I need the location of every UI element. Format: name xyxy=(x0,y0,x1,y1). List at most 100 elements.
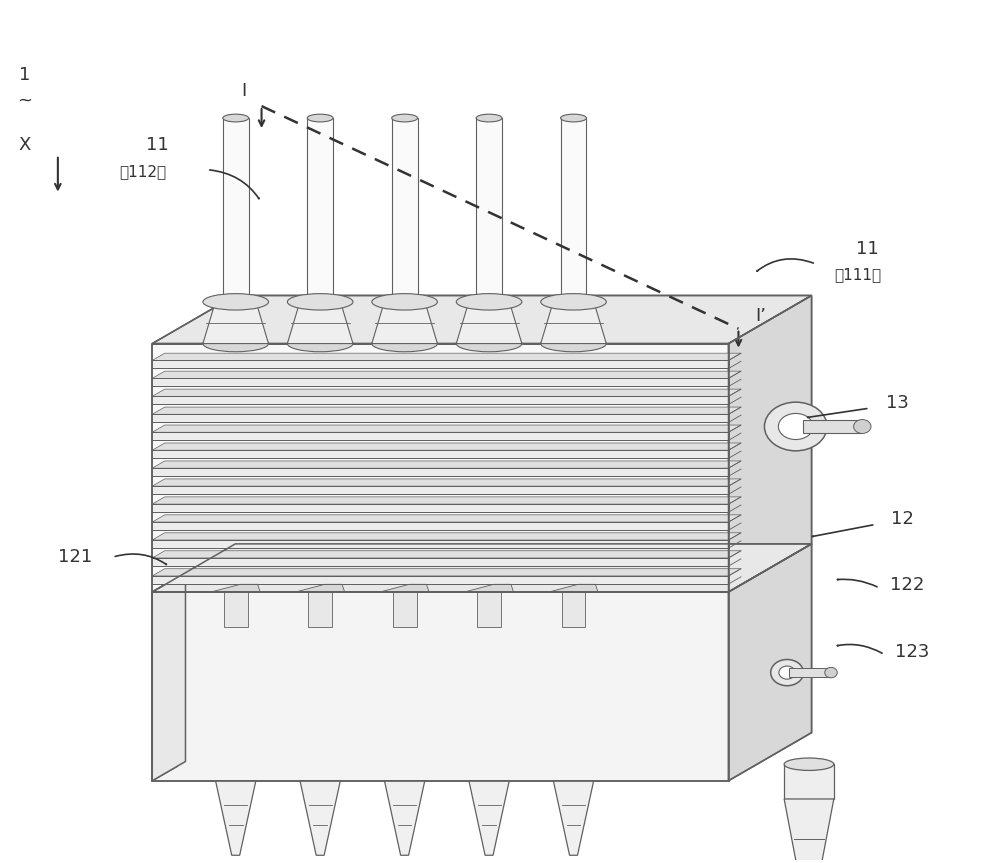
Polygon shape xyxy=(372,302,437,343)
Polygon shape xyxy=(152,461,741,468)
Polygon shape xyxy=(152,425,741,432)
Ellipse shape xyxy=(825,667,837,677)
Polygon shape xyxy=(152,592,729,781)
Polygon shape xyxy=(562,592,585,627)
Polygon shape xyxy=(541,302,606,343)
Ellipse shape xyxy=(561,114,586,122)
Ellipse shape xyxy=(779,666,795,679)
Polygon shape xyxy=(561,118,586,305)
Polygon shape xyxy=(380,584,429,592)
Text: 122: 122 xyxy=(890,576,925,594)
Polygon shape xyxy=(469,781,509,855)
Text: 123: 123 xyxy=(895,643,930,660)
Polygon shape xyxy=(476,118,502,305)
FancyArrowPatch shape xyxy=(837,645,882,653)
Polygon shape xyxy=(152,540,729,548)
Polygon shape xyxy=(152,295,812,343)
Polygon shape xyxy=(152,389,741,396)
Polygon shape xyxy=(152,343,729,592)
Text: I: I xyxy=(241,82,246,100)
Polygon shape xyxy=(152,551,741,558)
Polygon shape xyxy=(393,592,417,627)
Polygon shape xyxy=(307,118,333,305)
Ellipse shape xyxy=(456,336,522,352)
Polygon shape xyxy=(152,577,177,781)
FancyArrowPatch shape xyxy=(813,525,873,537)
Ellipse shape xyxy=(372,336,437,352)
Polygon shape xyxy=(789,668,831,677)
Polygon shape xyxy=(223,118,249,305)
Polygon shape xyxy=(152,361,729,369)
Polygon shape xyxy=(216,781,256,855)
Polygon shape xyxy=(152,573,185,781)
Polygon shape xyxy=(152,378,729,387)
Ellipse shape xyxy=(372,293,437,310)
Polygon shape xyxy=(152,468,729,476)
FancyArrowPatch shape xyxy=(115,554,166,564)
Polygon shape xyxy=(152,532,741,540)
Ellipse shape xyxy=(392,114,418,122)
Text: （112）: （112） xyxy=(119,165,166,180)
Polygon shape xyxy=(456,302,522,343)
Polygon shape xyxy=(224,592,248,627)
Text: 13: 13 xyxy=(886,394,909,413)
Ellipse shape xyxy=(784,758,834,771)
Text: 12: 12 xyxy=(891,510,914,528)
Polygon shape xyxy=(152,486,729,494)
Polygon shape xyxy=(553,781,594,855)
Text: 11: 11 xyxy=(146,135,169,154)
Polygon shape xyxy=(300,781,340,855)
Polygon shape xyxy=(211,584,260,592)
Polygon shape xyxy=(152,479,741,486)
Ellipse shape xyxy=(287,293,353,310)
FancyArrowPatch shape xyxy=(757,259,813,271)
Polygon shape xyxy=(152,396,729,405)
Polygon shape xyxy=(384,781,425,855)
Text: X: X xyxy=(19,135,31,154)
Polygon shape xyxy=(803,419,862,433)
Text: 1: 1 xyxy=(19,66,31,85)
Ellipse shape xyxy=(778,413,813,439)
Polygon shape xyxy=(152,443,741,450)
Ellipse shape xyxy=(764,402,827,450)
Polygon shape xyxy=(308,592,332,627)
Polygon shape xyxy=(465,584,514,592)
Ellipse shape xyxy=(541,293,606,310)
Polygon shape xyxy=(152,558,729,566)
Polygon shape xyxy=(152,414,729,422)
Polygon shape xyxy=(152,450,729,458)
Ellipse shape xyxy=(287,336,353,352)
Polygon shape xyxy=(477,592,501,627)
Text: I’: I’ xyxy=(755,306,766,324)
Ellipse shape xyxy=(854,419,871,433)
Ellipse shape xyxy=(203,293,268,310)
Ellipse shape xyxy=(476,114,502,122)
FancyArrowPatch shape xyxy=(808,408,867,418)
Polygon shape xyxy=(729,544,812,781)
Polygon shape xyxy=(152,515,741,522)
Ellipse shape xyxy=(223,114,249,122)
Polygon shape xyxy=(729,295,812,592)
Polygon shape xyxy=(287,302,353,343)
Polygon shape xyxy=(152,353,741,361)
Polygon shape xyxy=(152,522,729,530)
Polygon shape xyxy=(549,584,598,592)
Ellipse shape xyxy=(456,293,522,310)
Polygon shape xyxy=(152,576,729,584)
Polygon shape xyxy=(152,371,741,378)
Polygon shape xyxy=(203,302,268,343)
FancyArrowPatch shape xyxy=(210,170,259,198)
Ellipse shape xyxy=(541,336,606,352)
Text: （111）: （111） xyxy=(834,267,881,282)
FancyArrowPatch shape xyxy=(837,579,877,587)
Ellipse shape xyxy=(771,659,803,686)
Polygon shape xyxy=(784,799,834,863)
Ellipse shape xyxy=(203,336,268,352)
Text: ~: ~ xyxy=(18,91,33,109)
Text: 11: 11 xyxy=(856,240,879,258)
Polygon shape xyxy=(152,504,729,512)
Polygon shape xyxy=(152,544,812,592)
Polygon shape xyxy=(152,569,741,576)
Polygon shape xyxy=(296,584,345,592)
Polygon shape xyxy=(152,497,741,504)
